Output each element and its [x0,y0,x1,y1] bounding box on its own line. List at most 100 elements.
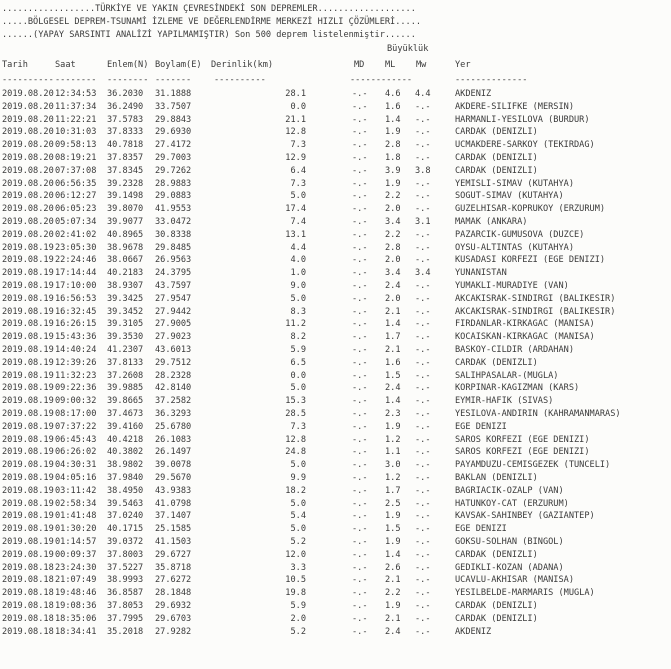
cell-longitude: 24.3795 [155,268,192,279]
cell-md: -.- [352,383,368,394]
cell-md: -.- [352,178,368,189]
cell-latitude: 39.9885 [107,383,144,394]
cell-time: 03:11:42 [55,485,97,496]
cell-longitude: 43.6013 [155,345,192,355]
cell-location: YUMAKLI-MURADIYE (VAN) [455,281,569,291]
cell-depth: 17.4 [285,204,306,215]
column-header-time: Saat [55,60,76,70]
cell-latitude: 37.5227 [107,562,144,573]
cell-time: 09:22:36 [55,383,97,394]
cell-depth: 8.3 [290,306,306,317]
cell-time: 17:10:00 [55,281,97,291]
cell-depth: 8.2 [290,332,306,343]
cell-location: YUNANISTAN [455,268,507,279]
cell-mw: -.- [415,242,431,253]
cell-date: 2019.08.19 [2,537,54,547]
table-row: 2019.08.20 11:22:21 37.5783 29.8843 21.1 -.- 1… [0,114,671,126]
cell-depth: 12.8 [285,127,306,138]
cell-location: GEDIKLI-KOZAN (ADANA) [455,562,564,573]
cell-latitude: 38.9678 [107,242,144,253]
cell-ml: 1.5 [385,524,401,535]
cell-latitude: 36.2030 [107,89,144,99]
title-line-1: ..................TÜRKİYE VE YAKIN ÇEVRE… [2,4,416,14]
cell-mw: -.- [415,601,431,611]
cell-location: UCMAKDERE-SARKOY (TEKIRDAG) [455,140,595,151]
cell-depth: 5.2 [290,537,306,547]
table-row: 2019.08.19 17:10:00 38.9307 43.7597 9.0 -.- 2.… [0,280,671,292]
cell-time: 02:41:02 [55,229,97,240]
cell-latitude: 39.2328 [107,178,144,189]
cell-longitude: 25.1585 [155,524,192,535]
cell-location: OYSU-ALTINTAS (KUTAHYA) [455,242,574,253]
cell-depth: 7.3 [290,178,306,189]
table-row: 2019.08.19 15:43:36 39.3530 27.9023 8.2 -.- 1.… [0,331,671,343]
table-row: 2019.08.20 02:41:02 40.8965 30.8338 13.1 -.- 2… [0,229,671,241]
cell-time: 19:08:36 [55,601,97,611]
cell-longitude: 43.7597 [155,281,192,291]
cell-location: CARDAK (DENIZLI) [455,613,538,624]
column-header-date: Tarih [2,60,28,70]
cell-date: 2019.08.18 [2,562,54,573]
cell-mw: -.- [415,460,431,471]
cell-ml: 2.2 [385,191,401,202]
cell-ml: 1.9 [385,127,401,138]
cell-md: -.- [352,101,368,112]
cell-longitude: 28.2328 [155,370,192,381]
cell-md: -.- [352,421,368,432]
cell-location: FIRDANLAR-KIRKAGAC (MANISA) [455,319,595,330]
cell-ml: 2.4 [385,281,401,291]
cell-location: EGE DENIZI [455,421,507,432]
cell-longitude: 27.9005 [155,319,192,330]
table-row: 2019.08.20 09:58:13 40.7818 27.4172 7.3 -.- 2.… [0,139,671,151]
table-row: 2019.08.19 02:58:34 39.5463 41.0798 5.0 -.- 2.… [0,498,671,510]
cell-longitude: 29.6703 [155,613,192,624]
cell-latitude: 37.4673 [107,409,144,419]
cell-latitude: 41.2307 [107,345,144,355]
magnitude-group-header: Büyüklük [387,44,429,54]
cell-time: 16:56:53 [55,293,97,304]
cell-depth: 2.0 [290,613,306,624]
cell-time: 23:24:30 [55,562,97,573]
cell-mw: -.- [415,127,431,138]
cell-latitude: 40.2183 [107,268,144,279]
cell-location: KUSADASI KORFEZI (EGE DENIZI) [455,255,606,266]
cell-longitude: 33.7507 [155,101,192,112]
cell-time: 19:48:46 [55,588,97,599]
cell-md: -.- [352,242,368,253]
cell-time: 04:30:31 [55,460,97,471]
cell-ml: 3.4 [385,217,401,227]
cell-ml: 2.4 [385,383,401,394]
cell-latitude: 38.9802 [107,460,144,471]
cell-date: 2019.08.19 [2,345,54,355]
cell-mw: -.- [415,473,431,483]
cell-date: 2019.08.19 [2,319,54,330]
cell-longitude: 29.7262 [155,165,192,176]
cell-date: 2019.08.20 [2,165,54,176]
cell-ml: 2.0 [385,204,401,215]
cell-md: -.- [352,345,368,355]
cell-time: 11:22:21 [55,114,97,125]
cell-location: SOGUT-SIMAV (KUTAHYA) [455,191,564,202]
cell-mw: -.- [415,178,431,189]
cell-ml: 2.2 [385,588,401,599]
cell-ml: 1.9 [385,178,401,189]
cell-md: -.- [352,268,368,279]
cell-latitude: 40.8965 [107,229,144,240]
cell-mw: -.- [415,485,431,496]
cell-md: -.- [352,332,368,343]
cell-date: 2019.08.19 [2,396,54,407]
cell-location: AKDENIZ [455,626,492,637]
table-row: 2019.08.18 18:35:06 37.7995 29.6703 2.0 -.- 2.… [0,613,671,625]
cell-date: 2019.08.18 [2,588,54,599]
cell-latitude: 40.4218 [107,434,144,445]
cell-md: -.- [352,524,368,535]
cell-latitude: 40.1715 [107,524,144,535]
cell-latitude: 36.2490 [107,101,144,112]
cell-time: 23:05:30 [55,242,97,253]
cell-ml: 1.2 [385,434,401,445]
cell-location: AKDENIZ [455,89,492,99]
table-row: 2019.08.19 03:11:42 38.4950 43.9383 18.2 -.- 1… [0,485,671,497]
separator-dashes: ------------ [350,75,413,85]
cell-location: HARMANLI-YESILOVA (BURDUR) [455,114,590,125]
cell-longitude: 27.9023 [155,332,192,343]
